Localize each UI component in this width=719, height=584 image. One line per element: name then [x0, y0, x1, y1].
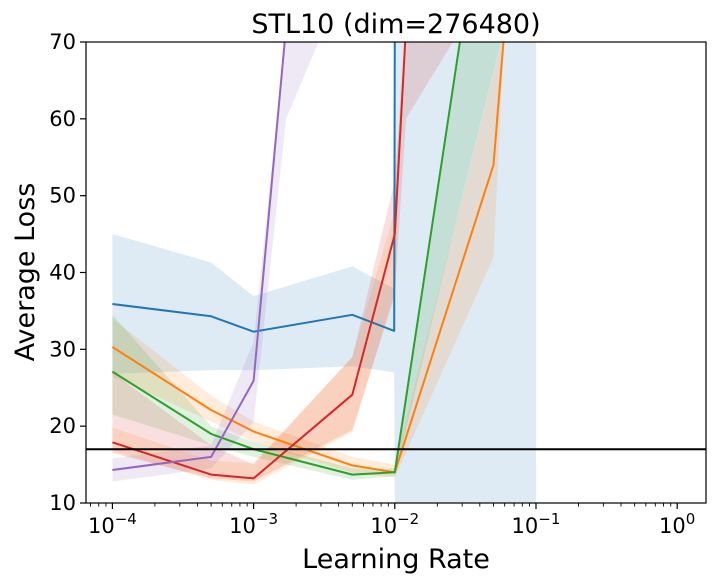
x-tick-label: 10−3 — [229, 510, 278, 538]
confidence-bands — [112, 42, 536, 503]
x-tick-label: 10−2 — [370, 510, 419, 538]
y-tick-label: 40 — [49, 261, 76, 285]
band-red — [112, 42, 453, 482]
x-axis-label: Learning Rate — [302, 544, 490, 575]
band-purple — [112, 42, 319, 482]
x-tick-label: 10−1 — [512, 510, 561, 538]
series-line-red — [112, 42, 407, 480]
y-tick-label: 60 — [49, 107, 76, 131]
series-line-green — [111, 42, 461, 476]
x-tick-label: 10−4 — [88, 510, 137, 538]
y-tick-label: 50 — [49, 184, 76, 208]
y-tick-label: 10 — [49, 491, 76, 515]
band-blue — [112, 42, 536, 503]
y-tick-label: 70 — [49, 30, 76, 54]
y-axis-ticks: 10 20 30 40 50 60 70 — [49, 30, 86, 515]
x-tick-label: 100 — [659, 510, 695, 538]
band-orange-lower-band — [112, 42, 403, 485]
y-tick-label: 20 — [49, 414, 76, 438]
series-line-blue — [112, 42, 396, 333]
y-axis-label: Average Loss — [10, 183, 41, 362]
x-axis-ticks: 10−4 10−3 10−2 10−1 100 — [88, 503, 695, 538]
chart-title: STL10 (dim=276480) — [251, 9, 540, 40]
band-green — [112, 42, 501, 480]
series-lines — [111, 42, 505, 480]
series-line-purple — [112, 42, 286, 471]
y-tick-label: 30 — [49, 337, 76, 361]
series-line-orange — [111, 42, 505, 474]
